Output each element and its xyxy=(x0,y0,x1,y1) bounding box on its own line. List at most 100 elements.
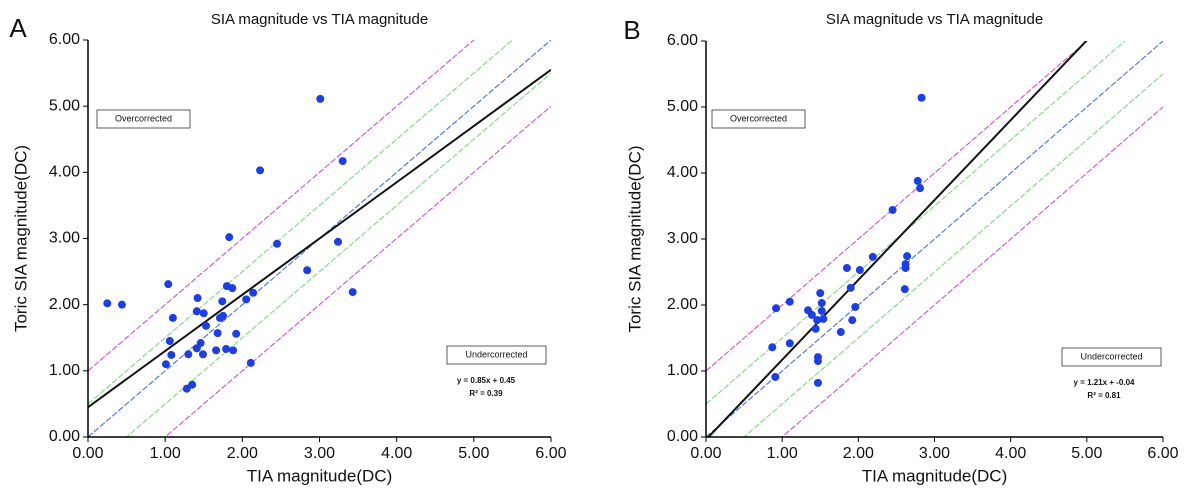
reference-line xyxy=(706,41,1088,372)
data-point xyxy=(900,285,909,294)
y-axis-label: Toric SIA magnitude(DC) xyxy=(11,145,30,332)
data-point xyxy=(103,299,112,308)
x-tick-label: 3.00 xyxy=(304,445,335,462)
data-point xyxy=(199,309,208,318)
reference-line xyxy=(88,40,514,405)
data-point xyxy=(348,288,357,297)
data-point xyxy=(213,329,222,338)
data-point xyxy=(193,294,202,303)
annotation: Overcorrected xyxy=(115,113,172,123)
y-tick-label: 4.00 xyxy=(667,164,698,181)
data-point xyxy=(901,260,910,269)
data-point xyxy=(218,297,227,306)
x-tick-label: 0.00 xyxy=(72,445,103,462)
data-point xyxy=(846,283,855,292)
x-tick-label: 3.00 xyxy=(919,445,950,462)
data-point xyxy=(165,337,174,346)
reference-line xyxy=(706,41,1126,405)
y-tick-label: 1.00 xyxy=(49,362,80,379)
reference-line xyxy=(743,73,1163,437)
data-point xyxy=(202,321,211,330)
x-tick-label: 0.00 xyxy=(690,445,721,462)
data-point xyxy=(219,311,228,320)
data-point xyxy=(842,264,851,273)
annotation: Undercorrected xyxy=(465,349,527,359)
data-point xyxy=(868,252,877,261)
y-tick-label: 1.00 xyxy=(667,362,698,379)
data-point xyxy=(848,316,857,325)
data-point xyxy=(768,343,777,352)
x-axis-label: TIA magnitude(DC) xyxy=(247,466,393,485)
data-point xyxy=(242,295,251,304)
data-point xyxy=(212,346,221,355)
chart-title: SIA magnitude vs TIA magnitude xyxy=(211,11,428,28)
data-point xyxy=(817,306,826,315)
data-point xyxy=(855,266,864,275)
annotation: Overcorrected xyxy=(730,113,787,123)
data-point xyxy=(836,328,845,337)
data-point xyxy=(916,184,925,193)
x-tick-label: 2.00 xyxy=(227,445,258,462)
fit-equation: y = 0.85x + 0.45 xyxy=(457,376,516,385)
fit-r2: R² = 0.81 xyxy=(1087,391,1121,400)
data-point xyxy=(338,157,347,166)
x-tick-label: 4.00 xyxy=(995,445,1026,462)
data-point xyxy=(232,329,241,338)
y-tick-label: 0.00 xyxy=(667,428,698,445)
data-point xyxy=(771,372,780,381)
data-point xyxy=(117,300,126,309)
y-tick-label: 2.00 xyxy=(667,296,698,313)
data-point xyxy=(184,350,193,359)
data-point xyxy=(192,344,201,353)
fit-equation: y = 1.21x + -0.04 xyxy=(1074,378,1135,387)
data-point xyxy=(256,166,265,175)
data-point xyxy=(813,378,822,387)
data-point xyxy=(785,297,794,306)
annotation-box xyxy=(96,109,191,129)
data-point xyxy=(228,284,237,293)
data-point xyxy=(816,289,825,298)
data-point xyxy=(813,357,822,366)
regression-line xyxy=(707,41,1088,437)
reference-line xyxy=(706,41,1163,437)
data-point xyxy=(273,239,282,248)
y-tick-label: 6.00 xyxy=(49,31,80,48)
data-point xyxy=(188,380,197,389)
data-point xyxy=(913,176,922,185)
chart-title: SIA magnitude vs TIA magnitude xyxy=(826,11,1043,28)
data-point xyxy=(303,266,312,275)
data-point xyxy=(851,302,860,311)
data-point xyxy=(917,93,926,102)
data-point xyxy=(167,350,176,359)
x-tick-label: 2.00 xyxy=(843,445,874,462)
data-point xyxy=(903,252,912,261)
x-tick-label: 6.00 xyxy=(1147,445,1178,462)
data-point xyxy=(246,358,255,367)
x-tick-label: 5.00 xyxy=(458,445,489,462)
annotation-box xyxy=(446,345,547,365)
data-point xyxy=(334,237,343,246)
data-point xyxy=(888,205,897,214)
reference-line xyxy=(781,106,1163,437)
y-tick-label: 4.00 xyxy=(49,164,80,181)
x-tick-label: 5.00 xyxy=(1071,445,1102,462)
x-tick-label: 4.00 xyxy=(381,445,412,462)
x-tick-label: 1.00 xyxy=(150,445,181,462)
data-point xyxy=(813,316,822,325)
y-tick-label: 5.00 xyxy=(667,98,698,115)
plot-area xyxy=(706,41,1163,437)
data-point xyxy=(198,350,207,359)
data-point xyxy=(168,313,177,322)
data-point xyxy=(249,288,258,297)
data-point xyxy=(819,314,828,323)
data-point xyxy=(807,310,816,319)
data-point xyxy=(785,339,794,348)
annotation-box xyxy=(1061,347,1162,367)
y-axis-label: Toric SIA magnitude(DC) xyxy=(625,145,644,332)
data-point xyxy=(222,344,231,353)
data-point xyxy=(772,304,781,313)
data-point xyxy=(316,94,325,103)
annotation: Undercorrected xyxy=(1080,351,1142,361)
reference-line xyxy=(164,105,551,437)
